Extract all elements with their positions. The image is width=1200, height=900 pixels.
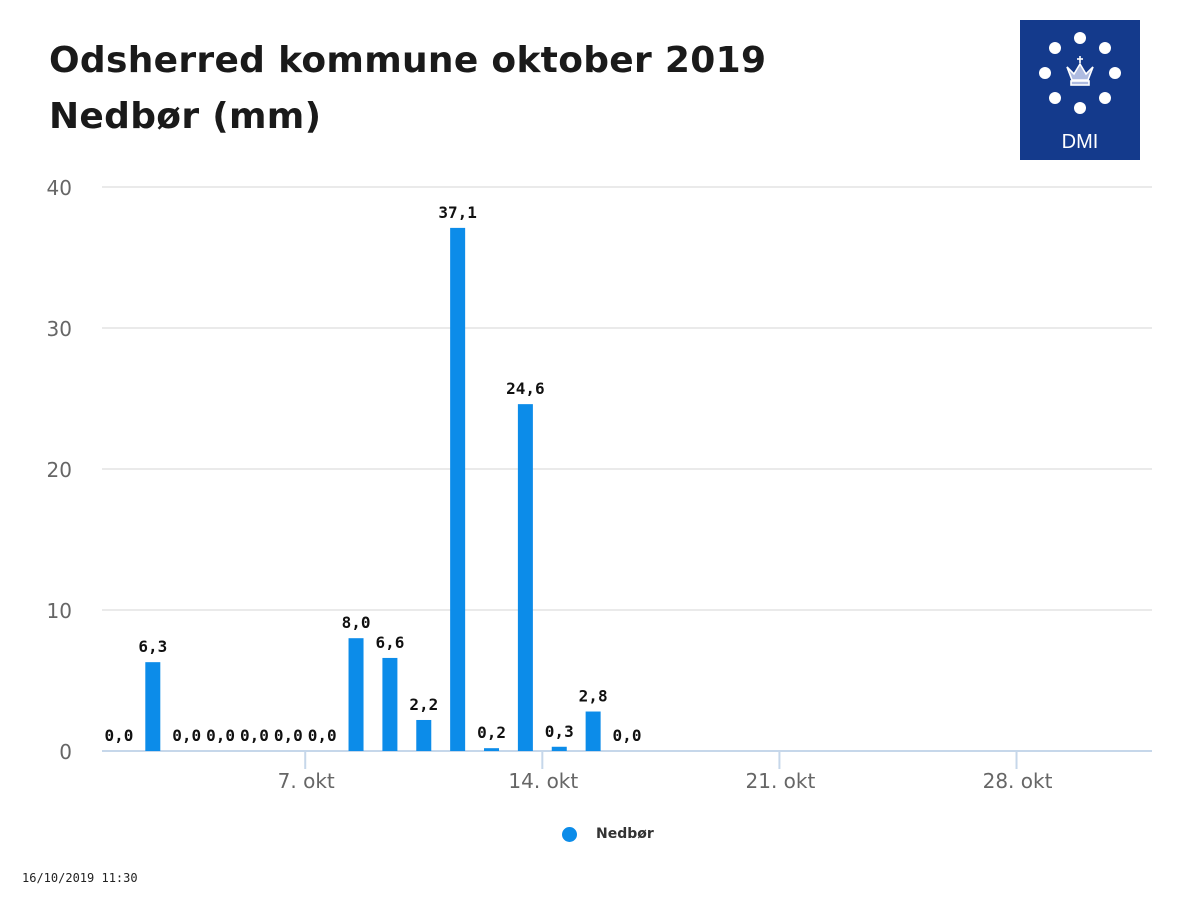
- bar[interactable]: [382, 657, 398, 751]
- y-tick-label: 20: [47, 458, 72, 482]
- x-axis: 7. okt 14. okt 21. okt 28. okt: [102, 750, 1152, 793]
- dmi-logo: DMI: [1020, 20, 1140, 160]
- timestamp: 16/10/2019 11:30: [22, 871, 138, 885]
- data-labels: 0,0 6,3 0,0 0,0 0,0 0,0 0,0 8,06,6 2,2 37,1 0,2 24,…: [104, 203, 641, 745]
- legend-marker: [562, 826, 577, 842]
- data-label: 0,0: [206, 726, 235, 745]
- bar[interactable]: [145, 662, 161, 751]
- data-label: 6,3: [138, 637, 167, 656]
- y-axis: 0 10 20 30 40: [47, 176, 72, 764]
- data-label: 0,0: [274, 726, 303, 745]
- legend[interactable]: Nedbør: [562, 826, 654, 842]
- data-label: 24,6: [506, 379, 545, 398]
- data-label: 0,3: [545, 722, 574, 741]
- y-tick-label: 10: [47, 599, 72, 623]
- data-label: 8,0: [342, 613, 371, 632]
- y-tick-label: 0: [59, 740, 72, 764]
- crown-icon: [1066, 56, 1094, 86]
- data-label: 0,0: [104, 726, 133, 745]
- data-label: 0,0: [240, 726, 269, 745]
- x-tick-label: 21. okt: [746, 769, 816, 793]
- data-label: 0,0: [308, 726, 337, 745]
- x-tick-label: 14. okt: [508, 769, 578, 793]
- data-label: 37,1: [438, 203, 477, 222]
- bar[interactable]: [450, 227, 466, 751]
- data-label: 6,6: [375, 633, 404, 652]
- x-tick-label: 28. okt: [983, 769, 1053, 793]
- data-label: 2,8: [579, 687, 608, 706]
- x-tick-label: 7. okt: [278, 769, 335, 793]
- y-tick-label: 30: [47, 317, 72, 341]
- bar[interactable]: [348, 638, 364, 751]
- legend-label: Nedbør: [596, 826, 654, 842]
- bar-series: [145, 227, 601, 751]
- chart-subtitle: Nedbør (mm): [49, 96, 322, 137]
- data-label: 0,0: [172, 726, 201, 745]
- bar[interactable]: [551, 746, 567, 751]
- bar[interactable]: [585, 711, 601, 751]
- bar[interactable]: [517, 404, 533, 751]
- y-tick-label: 40: [47, 176, 72, 200]
- data-label: 0,2: [477, 723, 506, 742]
- grid-lines: [102, 186, 1152, 611]
- bar[interactable]: [416, 719, 432, 751]
- chart-title: Odsherred kommune oktober 2019: [49, 40, 767, 81]
- logo-text: DMI: [1062, 131, 1099, 153]
- bar[interactable]: [484, 748, 500, 751]
- data-label: 0,0: [613, 726, 642, 745]
- data-label: 2,2: [409, 695, 438, 714]
